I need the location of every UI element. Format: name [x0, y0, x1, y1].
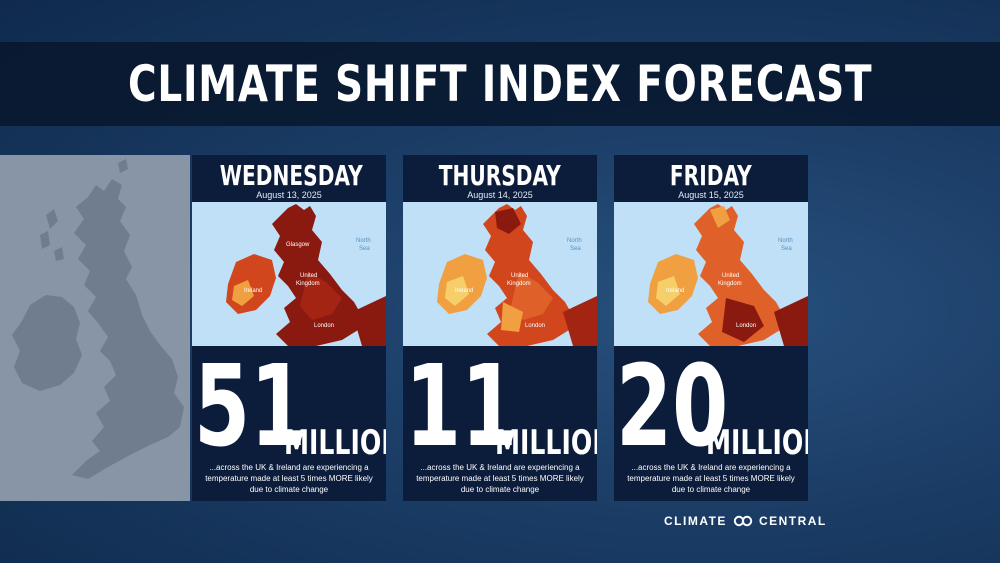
population-number: 51: [194, 342, 307, 472]
svg-text:Kingdom: Kingdom: [507, 281, 531, 287]
climate-central-logo: CLIMATE CENTRAL: [664, 514, 827, 528]
population-unit: MILLION: [495, 423, 597, 463]
svg-text:London: London: [314, 323, 334, 329]
card-date: August 14, 2025: [467, 190, 533, 200]
svg-text:London: London: [736, 323, 756, 329]
svg-text:Sea: Sea: [570, 246, 581, 252]
population-number: 11: [405, 342, 518, 472]
svg-text:Ireland: Ireland: [666, 288, 684, 294]
svg-text:North: North: [356, 238, 371, 244]
svg-text:North: North: [778, 238, 793, 244]
svg-text:Glasgow: Glasgow: [286, 242, 310, 248]
population-number: 20: [616, 342, 729, 472]
card-day: THURSDAY: [438, 159, 562, 192]
svg-text:Ireland: Ireland: [244, 288, 262, 294]
map-label-uk: United: [300, 273, 317, 279]
card-date: August 15, 2025: [678, 190, 744, 200]
csi-map: North Sea United Kingdom Ireland London …: [192, 202, 386, 346]
csi-map: North Sea United Kingdom Ireland London: [614, 202, 808, 346]
svg-text:Sea: Sea: [781, 246, 792, 252]
forecast-card-thursday: THURSDAY August 14, 2025 North Sea Unite…: [403, 155, 597, 501]
svg-text:United: United: [511, 273, 528, 279]
reference-map: [0, 155, 190, 501]
card-caption: ...across the UK & Ireland are experienc…: [627, 463, 795, 494]
card-caption: ...across the UK & Ireland are experienc…: [205, 463, 373, 494]
forecast-card-friday: FRIDAY August 15, 2025 North Sea United …: [614, 155, 808, 501]
forecast-card-wednesday: WEDNESDAY August 13, 2025 North Sea Unit…: [192, 155, 386, 501]
uk-ireland-silhouette: [12, 159, 184, 479]
infinity-icon: [733, 515, 753, 527]
card-day: FRIDAY: [670, 159, 752, 192]
svg-text:Ireland: Ireland: [455, 288, 473, 294]
card-day: WEDNESDAY: [219, 159, 363, 192]
card-date: August 13, 2025: [256, 190, 322, 200]
svg-text:Kingdom: Kingdom: [718, 281, 742, 287]
svg-text:North: North: [567, 238, 582, 244]
title-band: CLIMATE SHIFT INDEX FORECAST: [0, 42, 1000, 126]
svg-text:United: United: [722, 273, 739, 279]
population-unit: MILLION: [284, 423, 386, 463]
card-caption: ...across the UK & Ireland are experienc…: [416, 463, 584, 494]
logo-text-left: CLIMATE: [664, 514, 727, 528]
svg-text:London: London: [525, 323, 545, 329]
svg-text:Sea: Sea: [359, 246, 370, 252]
logo-text-right: CENTRAL: [758, 514, 827, 528]
page-title: CLIMATE SHIFT INDEX FORECAST: [127, 55, 873, 113]
svg-text:Kingdom: Kingdom: [296, 281, 320, 287]
csi-map: North Sea United Kingdom Ireland London: [403, 202, 597, 346]
population-unit: MILLION: [706, 423, 808, 463]
